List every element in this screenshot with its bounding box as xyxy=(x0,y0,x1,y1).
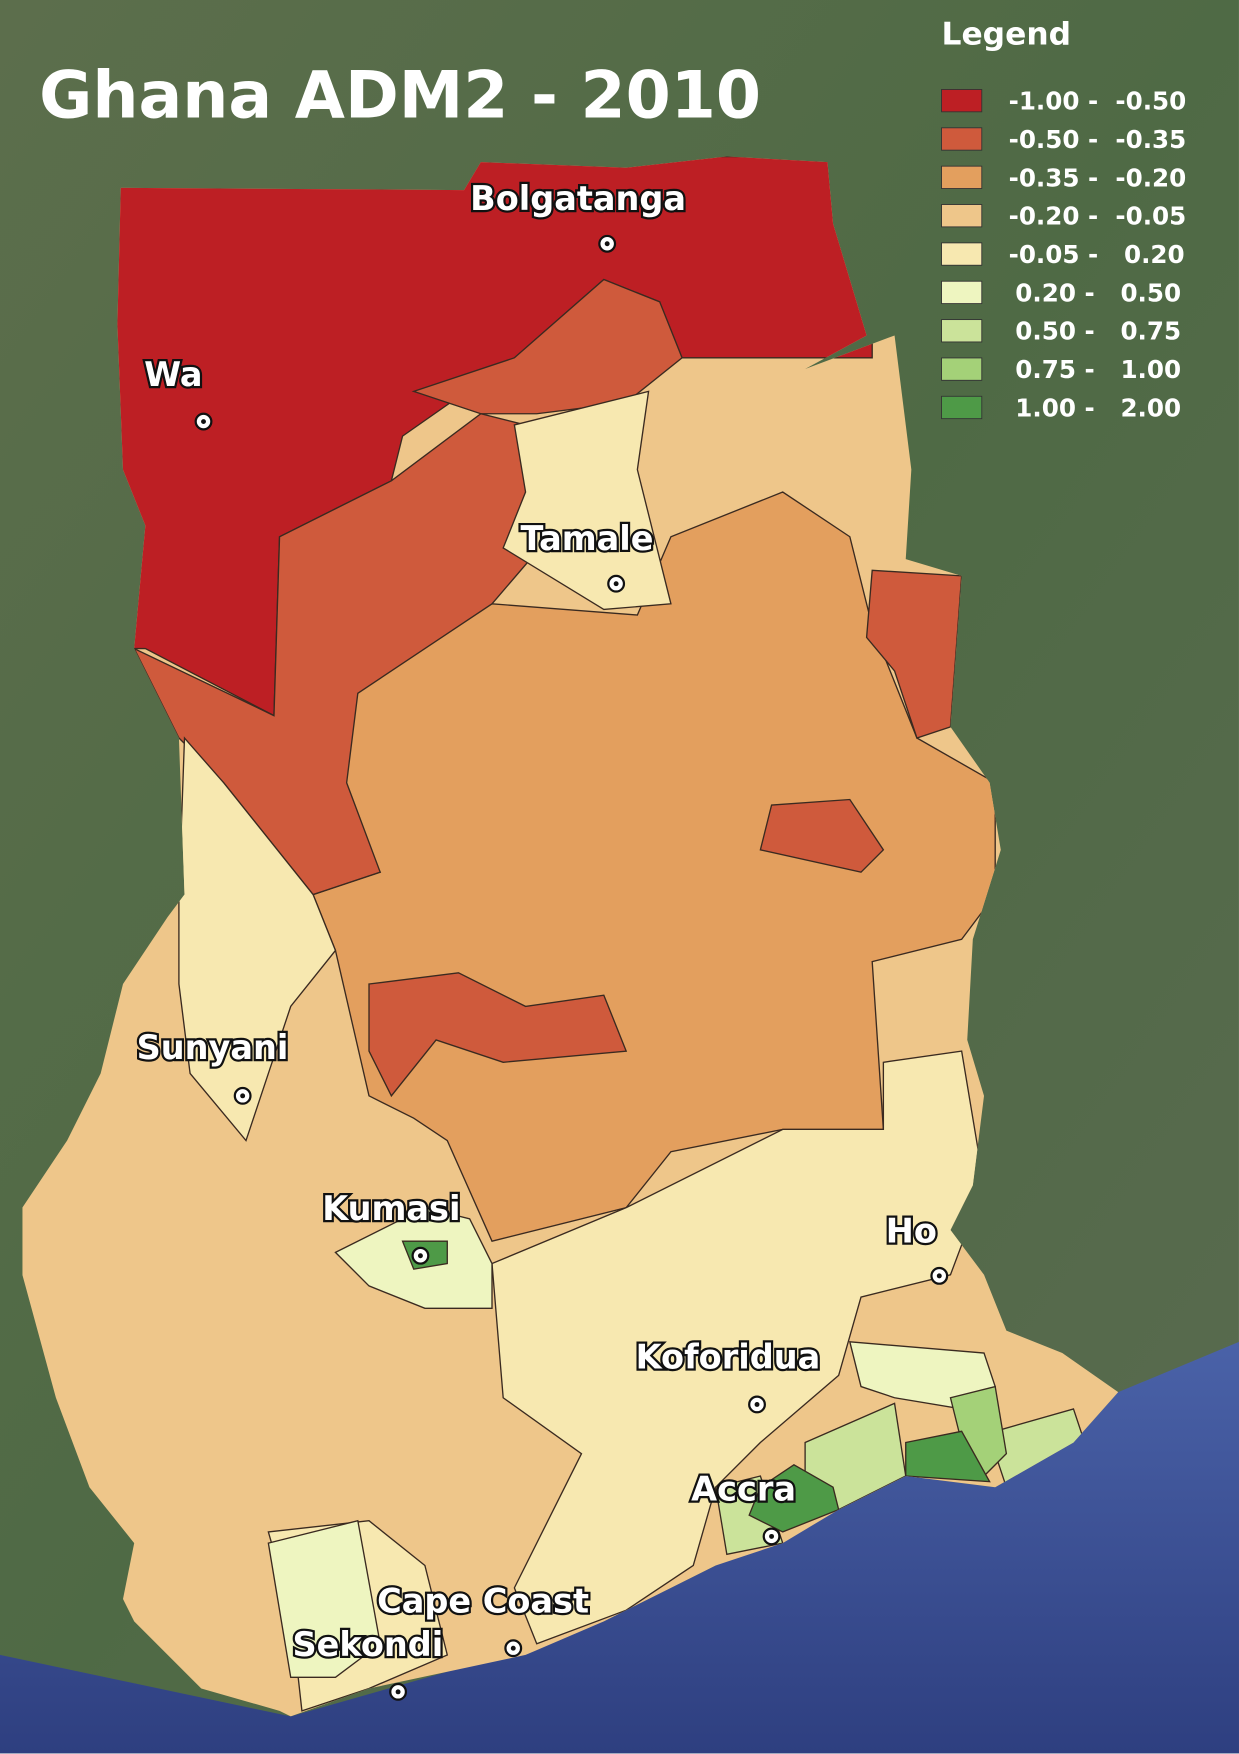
city-label: Kumasi xyxy=(322,1189,460,1228)
legend-swatch xyxy=(941,165,983,189)
city-marker-dot xyxy=(613,581,619,587)
district-zone xyxy=(491,1050,985,1645)
legend-swatch xyxy=(941,395,983,420)
legend-title: Legend xyxy=(942,17,1071,53)
legend-label: 0.50 - 0.75 xyxy=(1015,317,1181,346)
city-label: Accra xyxy=(691,1470,796,1509)
city-label: Cape Coast xyxy=(377,1581,589,1620)
city-marker-dot xyxy=(240,1093,246,1099)
legend-swatch xyxy=(941,204,983,228)
city-marker-dot xyxy=(395,1689,401,1695)
city-label: Ho xyxy=(886,1211,937,1250)
legend-swatch xyxy=(941,89,983,113)
legend-label: -0.05 - 0.20 xyxy=(1009,240,1185,269)
district-zone xyxy=(178,736,337,1142)
district-zone xyxy=(267,1519,381,1678)
district-zone xyxy=(905,1430,991,1483)
city-marker-dot xyxy=(417,1253,423,1259)
legend-label: -0.20 - -0.05 xyxy=(1009,202,1187,231)
district-zone xyxy=(748,1464,840,1533)
city-label: Bolgatanga xyxy=(470,179,686,218)
legend-label: 0.20 - 0.50 xyxy=(1015,278,1181,307)
cities: Bolgatanga Wa Tamale Sunyani Kumasi Ho Koforid… xyxy=(134,177,949,1701)
legend-swatch xyxy=(941,242,983,266)
city-label: Sekondi xyxy=(293,1625,444,1664)
city-marker-dot xyxy=(936,1273,942,1279)
legend-label: 0.75 - 1.00 xyxy=(1015,355,1181,384)
district-zone xyxy=(368,972,628,1098)
legend-label: -1.00 - -0.50 xyxy=(1009,87,1187,116)
district-zone xyxy=(502,390,672,611)
ocean xyxy=(0,1341,1239,1754)
district-zone xyxy=(759,798,885,873)
city-label: Sunyani xyxy=(137,1028,289,1067)
legend-swatch xyxy=(941,280,983,305)
city-label: Tamale xyxy=(521,519,654,558)
district-zone xyxy=(865,569,963,739)
city-label: Koforidua xyxy=(636,1338,821,1377)
map-title: Ghana ADM2 - 2010 xyxy=(39,58,761,133)
city-marker-dot xyxy=(754,1401,760,1407)
legend-swatch xyxy=(941,357,983,381)
legend-label: -0.35 - -0.20 xyxy=(1009,163,1187,192)
legend-label: -0.50 - -0.35 xyxy=(1009,125,1187,154)
district-zone xyxy=(411,278,683,415)
city-marker-dot xyxy=(604,241,610,247)
city-marker-dot xyxy=(510,1645,516,1651)
city-label: Wa xyxy=(144,355,202,394)
legend-swatch xyxy=(941,319,983,343)
district-zone xyxy=(278,491,996,1242)
legend: -1.00 - -0.50 -0.50 - -0.35 -0.35 - -0.20 -… xyxy=(941,87,1187,422)
city-marker-dot xyxy=(769,1533,775,1539)
city-marker-dot xyxy=(201,419,206,425)
legend-label: 1.00 - 2.00 xyxy=(1015,393,1181,422)
legend-swatch xyxy=(941,127,983,151)
